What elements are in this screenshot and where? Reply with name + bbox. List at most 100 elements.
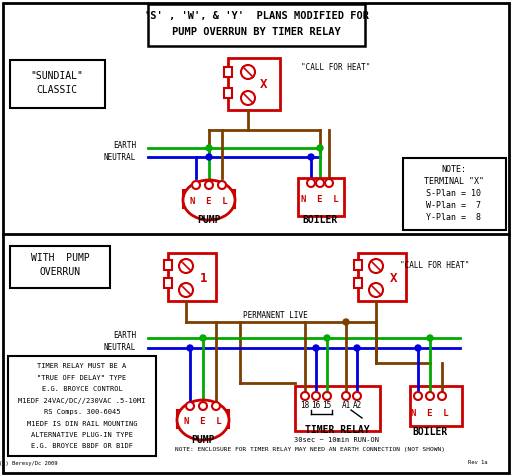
Circle shape bbox=[186, 402, 194, 410]
Text: RS Comps. 300-6045: RS Comps. 300-6045 bbox=[44, 409, 120, 415]
Circle shape bbox=[324, 335, 330, 341]
Text: EARTH: EARTH bbox=[113, 331, 136, 340]
Bar bbox=[295, 386, 380, 431]
Text: TIMER RELAY MUST BE A: TIMER RELAY MUST BE A bbox=[37, 363, 126, 369]
Text: NOTE: ENCLOSURE FOR TIMER RELAY MAY NEED AN EARTH CONNECTION (NOT SHOWN): NOTE: ENCLOSURE FOR TIMER RELAY MAY NEED… bbox=[175, 447, 445, 453]
Text: NEUTRAL: NEUTRAL bbox=[103, 344, 136, 353]
Circle shape bbox=[241, 65, 255, 79]
Bar bbox=[148, 4, 365, 46]
Bar bbox=[183, 190, 191, 208]
Bar bbox=[298, 178, 344, 216]
Bar bbox=[228, 58, 280, 110]
Circle shape bbox=[179, 283, 193, 297]
Bar bbox=[168, 253, 216, 301]
Text: NOTE:: NOTE: bbox=[441, 166, 466, 175]
Circle shape bbox=[438, 392, 446, 400]
Text: 'S' , 'W', & 'Y'  PLANS MODIFIED FOR: 'S' , 'W', & 'Y' PLANS MODIFIED FOR bbox=[143, 11, 369, 21]
Text: BOILER: BOILER bbox=[303, 215, 337, 225]
Circle shape bbox=[342, 392, 350, 400]
Circle shape bbox=[192, 181, 200, 189]
Text: EARTH: EARTH bbox=[113, 141, 136, 150]
Bar bbox=[164, 260, 172, 270]
Text: PUMP OVERRUN BY TIMER RELAY: PUMP OVERRUN BY TIMER RELAY bbox=[172, 27, 340, 37]
Circle shape bbox=[323, 392, 331, 400]
Text: "CALL FOR HEAT": "CALL FOR HEAT" bbox=[302, 62, 371, 71]
Circle shape bbox=[212, 402, 220, 410]
Text: (c) Beresy/Dc 2009: (c) Beresy/Dc 2009 bbox=[0, 460, 57, 466]
Text: M1EDF IS DIN RAIL MOUNTING: M1EDF IS DIN RAIL MOUNTING bbox=[27, 420, 137, 426]
Text: N  E  L: N E L bbox=[301, 196, 339, 205]
Text: ALTERNATIVE PLUG-IN TYPE: ALTERNATIVE PLUG-IN TYPE bbox=[31, 432, 133, 438]
Bar bbox=[410, 386, 462, 426]
Bar bbox=[10, 246, 110, 288]
Circle shape bbox=[307, 179, 315, 187]
Circle shape bbox=[206, 154, 212, 160]
Circle shape bbox=[187, 345, 193, 351]
Ellipse shape bbox=[183, 180, 235, 220]
Circle shape bbox=[308, 154, 314, 160]
Circle shape bbox=[241, 91, 255, 105]
Circle shape bbox=[426, 392, 434, 400]
Text: TERMINAL "X": TERMINAL "X" bbox=[424, 178, 484, 187]
Text: X: X bbox=[260, 78, 268, 90]
Text: A1: A1 bbox=[342, 401, 351, 410]
Text: TIMER RELAY: TIMER RELAY bbox=[305, 425, 369, 435]
Circle shape bbox=[205, 181, 213, 189]
Text: A2: A2 bbox=[352, 401, 361, 410]
Text: OVERRUN: OVERRUN bbox=[39, 267, 80, 277]
Ellipse shape bbox=[177, 400, 229, 440]
Circle shape bbox=[369, 259, 383, 273]
Circle shape bbox=[427, 335, 433, 341]
Bar bbox=[403, 158, 506, 230]
Bar bbox=[227, 190, 235, 208]
Text: Y-Plan =  8: Y-Plan = 8 bbox=[426, 214, 481, 222]
Text: BOILER: BOILER bbox=[412, 427, 447, 437]
Text: WITH  PUMP: WITH PUMP bbox=[31, 253, 90, 263]
Text: N  E  L: N E L bbox=[190, 198, 228, 207]
Text: PERMANENT LIVE: PERMANENT LIVE bbox=[243, 311, 307, 320]
Circle shape bbox=[353, 392, 361, 400]
Text: 1: 1 bbox=[200, 271, 208, 285]
Circle shape bbox=[414, 392, 422, 400]
Circle shape bbox=[369, 283, 383, 297]
Text: CLASSIC: CLASSIC bbox=[36, 85, 77, 95]
Circle shape bbox=[312, 392, 320, 400]
Text: S-Plan = 10: S-Plan = 10 bbox=[426, 189, 481, 198]
Bar bbox=[221, 410, 229, 428]
Text: E.G. BROYCE B8DF OR B1DF: E.G. BROYCE B8DF OR B1DF bbox=[31, 444, 133, 449]
Bar bbox=[10, 60, 105, 108]
Bar bbox=[224, 67, 232, 77]
Text: W-Plan =  7: W-Plan = 7 bbox=[426, 201, 481, 210]
Circle shape bbox=[218, 181, 226, 189]
Bar bbox=[354, 278, 362, 288]
Circle shape bbox=[301, 392, 309, 400]
Circle shape bbox=[325, 179, 333, 187]
Circle shape bbox=[200, 335, 206, 341]
Text: NEUTRAL: NEUTRAL bbox=[103, 152, 136, 161]
Text: 30sec ~ 10min RUN-ON: 30sec ~ 10min RUN-ON bbox=[294, 437, 379, 443]
Text: Rev 1a: Rev 1a bbox=[468, 460, 488, 466]
Circle shape bbox=[199, 402, 207, 410]
Text: M1EDF 24VAC/DC//230VAC .5-10MI: M1EDF 24VAC/DC//230VAC .5-10MI bbox=[18, 397, 146, 404]
Text: PUMP: PUMP bbox=[197, 215, 221, 225]
Text: "SUNDIAL": "SUNDIAL" bbox=[31, 71, 83, 81]
Circle shape bbox=[313, 345, 319, 351]
Bar bbox=[177, 410, 185, 428]
Text: E.G. BROYCE CONTROL: E.G. BROYCE CONTROL bbox=[41, 386, 122, 392]
Bar bbox=[8, 356, 156, 456]
Circle shape bbox=[354, 345, 360, 351]
Bar bbox=[224, 88, 232, 98]
Text: "TRUE OFF DELAY" TYPE: "TRUE OFF DELAY" TYPE bbox=[37, 375, 126, 380]
Text: "CALL FOR HEAT": "CALL FOR HEAT" bbox=[400, 261, 470, 270]
Text: PUMP: PUMP bbox=[191, 435, 215, 445]
Text: N  E  L: N E L bbox=[184, 417, 222, 426]
Text: 18: 18 bbox=[301, 401, 310, 410]
Circle shape bbox=[343, 319, 349, 325]
Circle shape bbox=[179, 259, 193, 273]
Circle shape bbox=[317, 145, 323, 151]
Bar bbox=[164, 278, 172, 288]
Circle shape bbox=[316, 179, 324, 187]
Text: N  E  L: N E L bbox=[411, 408, 449, 417]
Text: X: X bbox=[390, 271, 398, 285]
Bar bbox=[354, 260, 362, 270]
